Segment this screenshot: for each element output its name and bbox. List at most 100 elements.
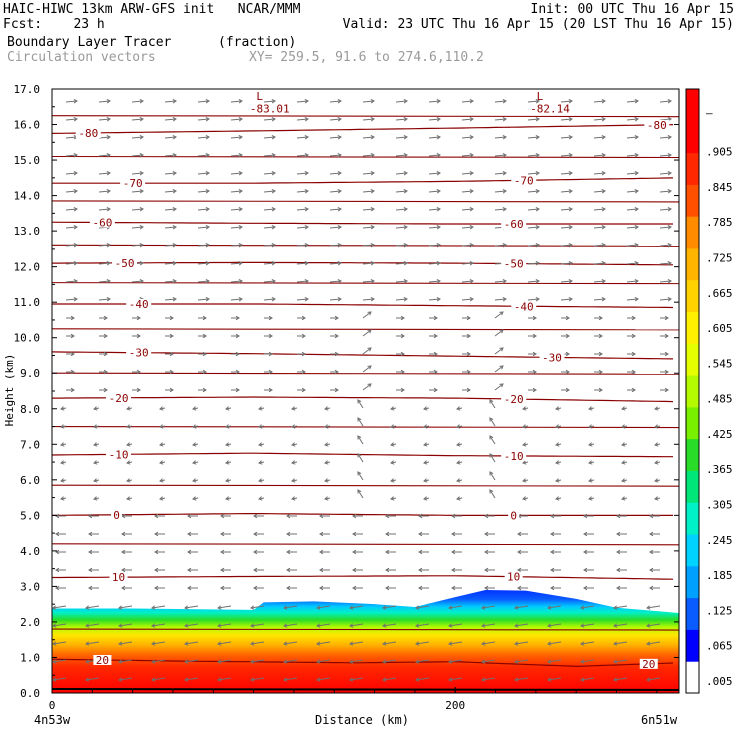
circulation-vector-head [634,99,639,104]
circulation-vector-head [55,567,60,573]
circulation-vector-head [451,549,456,555]
circulation-vector [395,244,408,247]
circulation-vector-head [499,329,504,334]
circulation-vector-head [169,351,174,357]
circulation-vector [164,154,177,157]
circulation-vector-head [646,605,651,610]
circulation-vector [263,208,276,211]
circulation-vector-head [85,659,90,664]
circulation-vector [197,298,210,301]
circulation-vector [52,659,67,663]
circulation-vector-head [580,659,585,664]
circulation-vector-head [469,243,474,248]
circulation-vector-head [634,189,639,194]
circulation-vector-head [106,279,111,284]
contour-label-bg [501,450,527,461]
circulation-vector-head [301,387,306,393]
circulation-vector-head [489,399,494,404]
circulation-vector [329,226,342,229]
circulation-vector-head [238,207,243,212]
circulation-vector-head [238,171,243,176]
circulation-vector [448,605,463,609]
circulation-vector [362,383,372,391]
circulation-vector-head [334,315,339,321]
circulation-vector-head [316,677,321,682]
contour-label-bg [511,301,537,312]
circulation-vector [613,623,628,627]
contour-label: 0 [510,509,517,522]
circulation-vector-head [93,442,98,447]
circulation-vector-head [502,117,507,122]
circulation-vector-head [631,315,636,321]
circulation-vector-head [568,207,573,212]
circulation-vector-head [481,659,486,664]
circulation-vector [428,244,441,247]
circulation-vector [52,677,67,681]
circulation-vector-head [250,659,255,664]
circulation-vector [461,172,474,175]
circulation-vector-head [304,99,309,104]
circulation-vector-head [370,99,375,104]
circulation-vector-head [456,478,461,483]
circulation-vector [547,623,562,627]
contour-line [52,221,673,225]
circulation-vector-head [433,387,438,393]
circulation-vector [362,262,375,265]
circulation-vector [296,100,309,103]
circulation-vector-head [73,99,78,104]
circulation-vector-head [271,279,276,284]
circulation-vector [626,244,639,247]
circulation-vector-head [565,315,570,321]
circulation-vector-head [60,406,65,411]
circulation-vector [646,605,661,609]
circulation-vector-head [271,297,276,302]
circulation-vector-head [220,567,225,573]
circulation-vector-head [238,261,243,266]
circulation-vector [489,399,496,409]
contour-line [52,303,674,309]
header-init-time: Init: 00 UTC Thu 16 Apr 15 [530,2,735,17]
circulation-vector-head [370,261,375,266]
circulation-vector-head [502,297,507,302]
circulation-vector-head [403,135,408,140]
circulation-vector-head [522,442,527,447]
circulation-vector [494,329,504,337]
circulation-vector [349,641,364,645]
circulation-vector-head [172,261,177,266]
y-tick-label: 13.0 [14,225,41,238]
circulation-vector [131,226,144,229]
colorbar-label: .665 [706,287,733,300]
circulation-vector [494,136,507,139]
circulation-vector-head [517,549,522,555]
circulation-vector [415,659,430,663]
circulation-vector [65,262,78,265]
circulation-vector [164,262,177,265]
circulation-vector-head [580,605,585,610]
colorbar-label: .425 [706,428,733,441]
circulation-vector-head [631,351,636,357]
circulation-vector-head [436,261,441,266]
circulation-vector-head [139,117,144,122]
circulation-vector [98,208,111,211]
circulation-vector-head [555,460,560,465]
circulation-vector [197,100,210,103]
circulation-vector [362,190,375,193]
circulation-vector-head [418,513,423,519]
circulation-vector [197,208,210,211]
circulation-vector [329,190,342,193]
circulation-vector-head [403,99,408,104]
circulation-vector-head [271,117,276,122]
circulation-vector [560,298,573,301]
circulation-vector-head [205,117,210,122]
y-tick-label: 6.0 [20,474,40,487]
circulation-vector [494,100,507,103]
circulation-vector-head [121,549,126,555]
circulation-vector [626,280,639,283]
circulation-vector-head [334,333,339,339]
circulation-vector-head [517,531,522,537]
circulation-vector [65,298,78,301]
circulation-vector-head [85,677,90,682]
circulation-vector-head [423,424,428,429]
circulation-vector-head [187,549,192,555]
circulation-vector-head [184,623,189,628]
